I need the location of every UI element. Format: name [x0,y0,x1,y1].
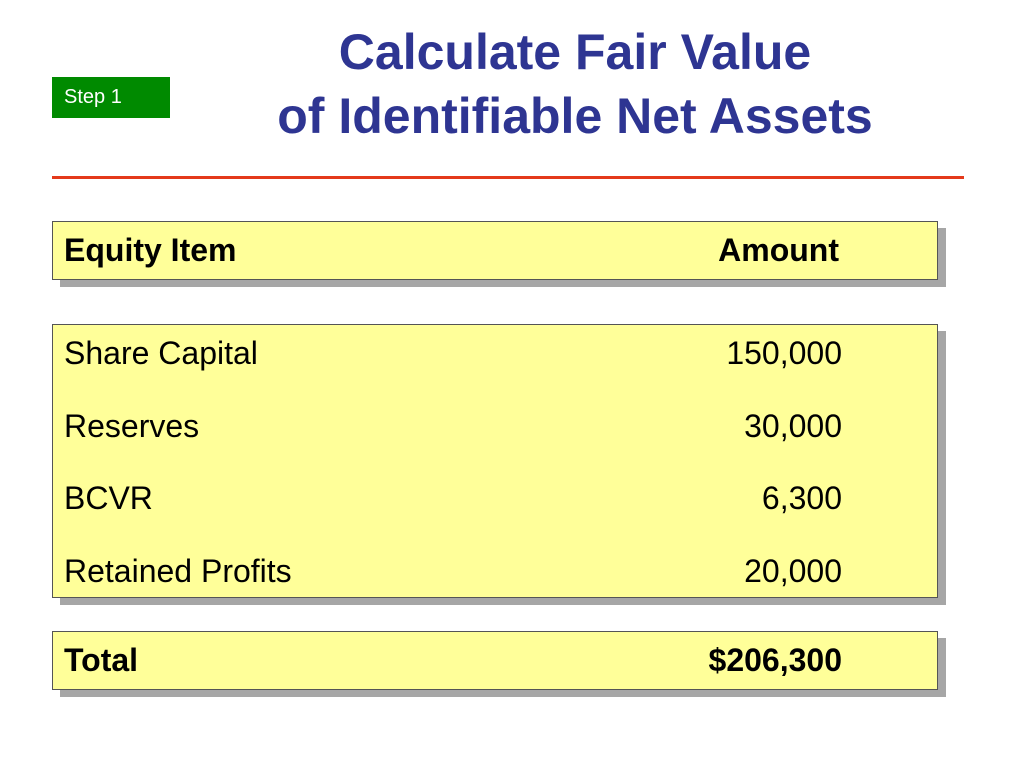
title-divider [52,176,964,179]
table-row: Share Capital 150,000 [64,335,842,372]
total-label: Total [64,642,139,678]
column-header-equity-item: Equity Item [64,232,237,268]
row-item-amount: 20,000 [744,553,842,589]
column-header-amount: Amount [718,232,839,268]
table-header-panel: Equity Item Amount [52,221,938,280]
table-row: BCVR 6,300 [64,480,842,517]
step-badge: Step 1 [52,77,170,118]
row-item-amount: 150,000 [726,335,842,371]
slide-title-line-1: Calculate Fair Value [338,24,812,80]
table-row: Retained Profits 20,000 [64,553,842,590]
slide-title: Calculate Fair Value of Identifiable Net… [190,20,960,148]
table-row: Reserves 30,000 [64,408,842,445]
table-total-panel: Total $206,300 [52,631,938,690]
row-item-amount: 6,300 [761,480,842,516]
slide-title-line-2: of Identifiable Net Assets [277,88,873,144]
total-amount: $206,300 [708,642,842,678]
row-item-label: Reserves [64,408,200,444]
table-body-panel: Share Capital 150,000 Reserves 30,000 BC… [52,324,938,598]
table-header-row: Equity Item Amount [64,232,842,269]
row-item-label: BCVR [64,480,153,516]
row-item-label: Share Capital [64,335,258,371]
row-item-label: Retained Profits [64,553,292,589]
row-item-amount: 30,000 [744,408,842,444]
table-total-row: Total $206,300 [64,642,842,679]
